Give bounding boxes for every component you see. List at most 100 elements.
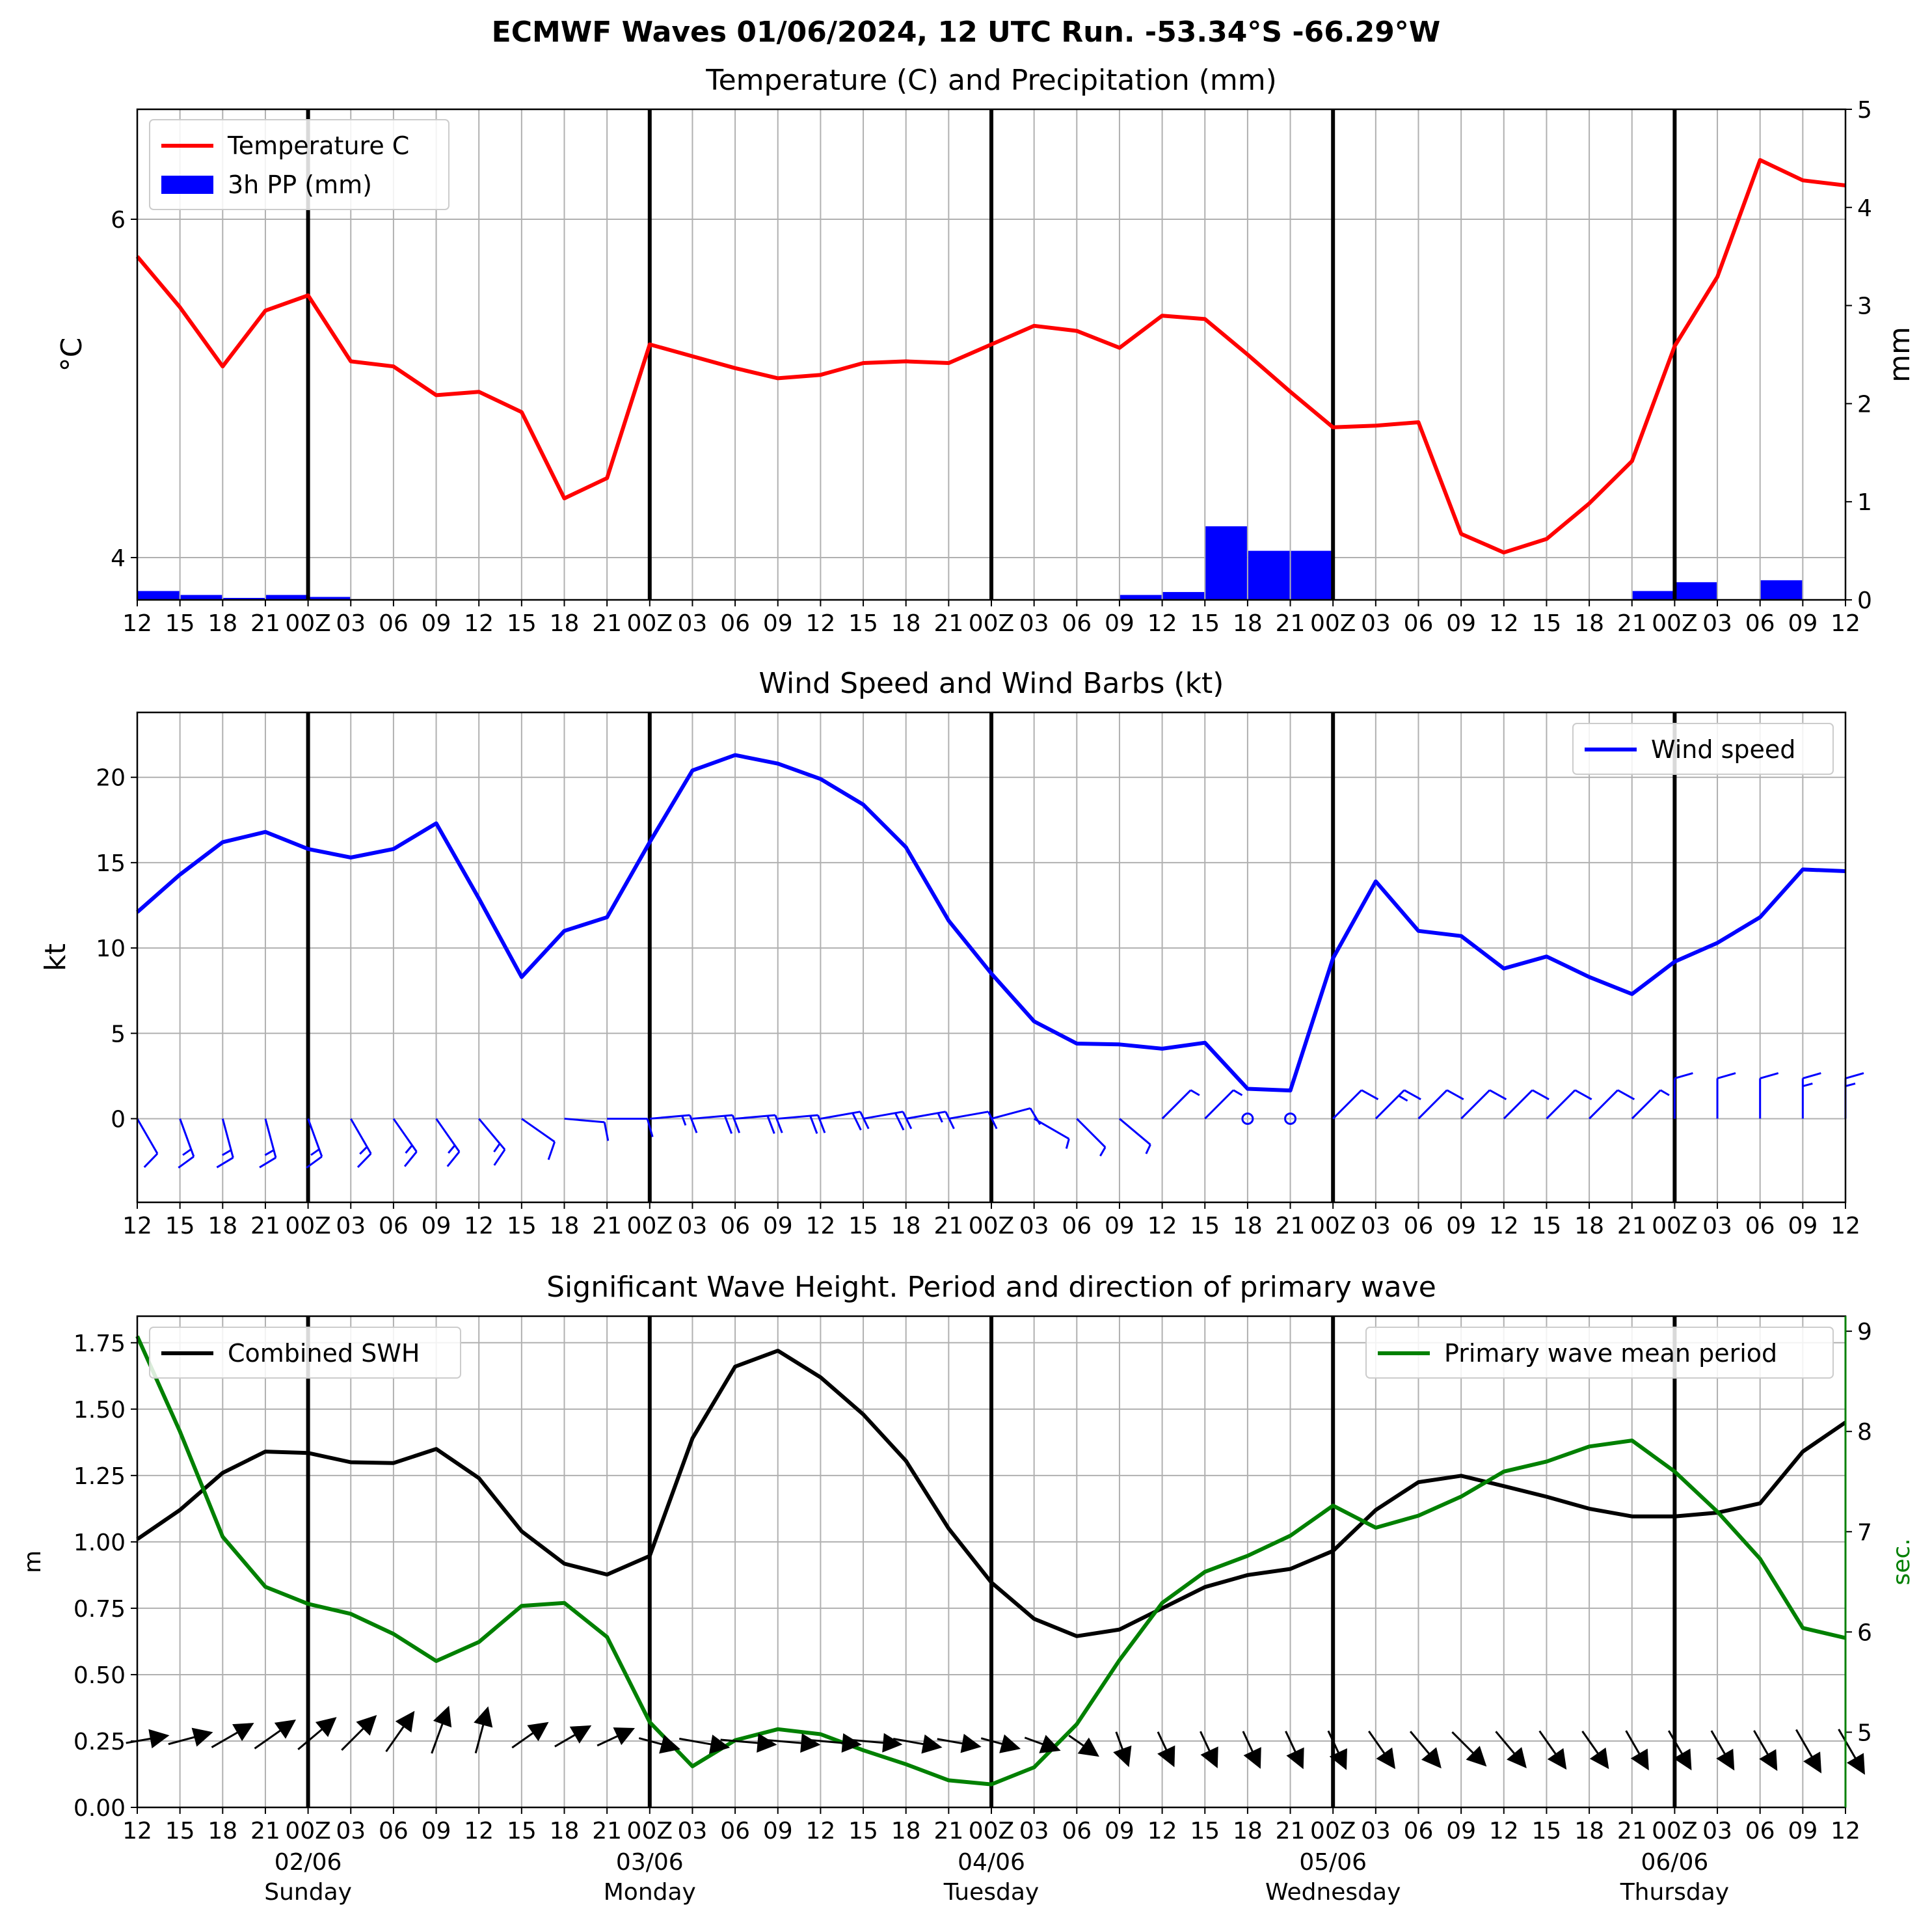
wave-arrow-head [315,1717,337,1737]
legend-label: Combined SWH [228,1339,420,1368]
wind-barb [1076,1118,1107,1157]
precip-bar [308,597,351,600]
wind-barb-shaft [179,1118,195,1157]
x-tick-label: 09 [1105,610,1134,637]
x-tick-label: 21 [1276,1818,1306,1844]
y-tick-label: 0.25 [74,1729,126,1755]
wind-barb [1241,1112,1254,1125]
wind-barb [777,1114,826,1134]
wind-barb [136,1118,159,1168]
wave-direction-arrow [1024,1735,1061,1753]
day-date-label: 05/06 [1299,1849,1367,1876]
x-tick-label: 12 [1147,1213,1177,1239]
day-date-label: 03/06 [616,1849,684,1876]
wind-barb-feather [809,1115,818,1134]
y-tick-label-right: 6 [1857,1619,1872,1646]
wind-barb-shaft [564,1117,605,1124]
x-tick-label: 15 [507,1213,537,1239]
day-name-label: Wednesday [1265,1879,1401,1906]
panel-title: Wind Speed and Wind Barbs (kt) [759,667,1224,700]
wind-barb-half-feather [1065,1139,1070,1149]
x-tick-label: 18 [208,610,237,637]
x-tick-label: 03 [1019,610,1049,637]
wind-barb-feather [259,1157,276,1168]
wave-direction-arrow [511,1722,549,1749]
wind-barb-calm [1284,1112,1297,1125]
wind-barb-feather [1489,1089,1507,1101]
wind-barb-feather [216,1157,234,1168]
wave-direction-arrow [297,1717,337,1751]
wind-barb-feather [143,1153,159,1168]
x-tick-label: 03 [336,1818,366,1844]
wind-barb-half-feather [1398,1094,1408,1102]
wind-barb-shaft [1546,1089,1576,1120]
y-axis-label: m [20,1550,46,1573]
wave-arrow-head [232,1723,254,1742]
wind-barb-feather [766,1115,775,1134]
x-tick-label: 00Z [285,1818,330,1844]
wind-barb [178,1118,195,1169]
wave-direction-arrow [474,1706,493,1754]
wind-barb-half-feather [1145,1144,1151,1154]
x-tick-label: 00Z [1652,1213,1697,1239]
x-tick-label: 09 [763,1818,793,1844]
wave-direction-arrow [554,1725,592,1748]
wind-barb [607,1117,654,1137]
x-tick-label: 15 [848,1213,878,1239]
x-tick-label: 12 [805,610,835,637]
x-tick-label: 03 [678,1213,708,1239]
x-tick-label: 03 [678,1818,708,1844]
wave-arrow-head [1157,1745,1175,1768]
wave-arrow-head [356,1714,377,1736]
x-tick-label: 15 [165,1213,195,1239]
x-tick-label: 09 [422,1818,451,1844]
x-tick-label: 21 [250,1213,280,1239]
x-tick-label: 21 [1276,1213,1306,1239]
wind-barb [820,1111,870,1131]
x-tick-label: 12 [1831,1818,1860,1844]
wind-barb-feather [1531,1089,1550,1101]
wave-arrow-head [395,1710,415,1733]
precip-bar [265,595,308,600]
x-tick-label: 09 [763,1213,793,1239]
wind-barb-half-feather [1845,1082,1856,1087]
wind-barb-shaft [1118,1118,1151,1146]
wave-direction-arrow [1327,1730,1347,1770]
wind-barb [692,1114,741,1134]
wind-barb-feather [547,1141,556,1161]
wave-arrow-head [921,1734,943,1754]
wind-barb [1631,1089,1670,1120]
x-tick-label: 12 [122,610,152,637]
wave-arrow-head [569,1725,592,1744]
wind-barb [435,1118,461,1167]
wind-barb [1503,1089,1550,1120]
wind-barb-half-feather [310,1148,320,1156]
wind-barb-shaft [777,1114,818,1120]
wind-barb-shaft [392,1118,418,1153]
wave-arrow-head [659,1735,680,1754]
wind-barb-feather [603,1122,610,1141]
wind-barb-feather [894,1113,905,1131]
precip-bar [138,591,180,600]
wave-arrow-head [474,1706,493,1728]
legend-box [1365,1327,1834,1379]
wave-arrow-head [1673,1748,1692,1771]
wind-barb-feather [817,1114,826,1133]
panel-title: Temperature (C) and Precipitation (mm) [705,64,1277,97]
wave-direction-arrow [1068,1735,1099,1757]
wind-barb [991,1107,1041,1126]
wind-barb-shaft [1503,1089,1533,1120]
wave-direction-arrow [431,1705,452,1754]
x-tick-label: 21 [933,610,963,637]
y-axis-label-right: mm [1883,327,1916,383]
x-tick-label: 00Z [969,1213,1014,1239]
wind-barb [1673,1072,1693,1119]
wind-barb-feather [306,1155,323,1169]
y-tick-label-right: 9 [1857,1319,1872,1345]
y-tick-label: 15 [96,850,126,877]
x-tick-label: 09 [1446,1213,1476,1239]
wind-barb [1417,1089,1464,1120]
x-tick-label: 09 [1446,610,1476,637]
wind-barb [392,1118,418,1167]
wind-barb-feather [178,1155,195,1169]
